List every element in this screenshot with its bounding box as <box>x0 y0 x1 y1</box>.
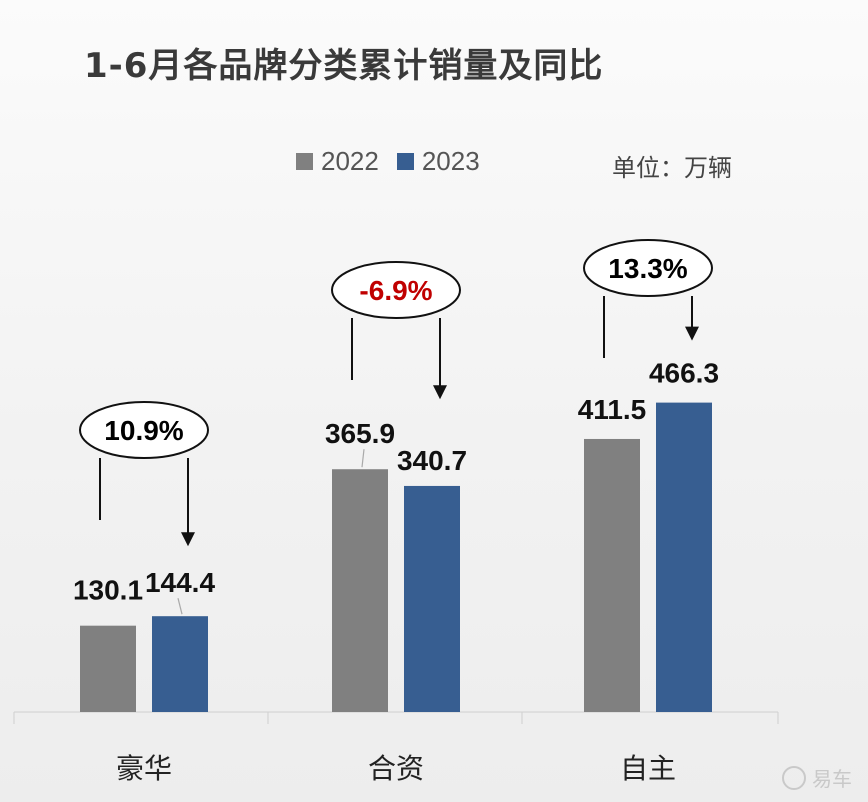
yoy-label: -6.9% <box>359 275 432 306</box>
watermark: 易车 <box>782 763 852 792</box>
value-label: 466.3 <box>649 358 719 389</box>
chart-title: 1-6月各品牌分类累计销量及同比 <box>84 46 604 86</box>
category-label: 豪华 <box>116 752 172 785</box>
yoy-bubble <box>79 401 209 459</box>
watermark-text: 易车 <box>812 767 852 791</box>
legend-swatch-2023 <box>396 153 414 170</box>
bar-2023-0 <box>152 616 208 712</box>
value-label: 130.1 <box>73 575 143 606</box>
bar-2022-1 <box>332 469 388 712</box>
legend-item-2023: 2023 <box>396 146 480 177</box>
value-label: 144.4 <box>145 567 215 598</box>
yoy-bubble <box>583 239 713 297</box>
category-label: 合资 <box>368 752 424 785</box>
watermark-logo-icon <box>782 765 806 790</box>
yoy-label: 10.9% <box>104 415 183 446</box>
yoy-arrow-head <box>685 326 699 341</box>
bar-2022-0 <box>80 625 136 712</box>
yoy-label: 13.3% <box>608 253 687 284</box>
bar-2023-2 <box>656 402 712 712</box>
legend: 2022 2023 <box>296 146 498 177</box>
value-label: 411.5 <box>578 394 647 425</box>
value-label: 365.9 <box>325 418 395 449</box>
value-label: 340.7 <box>397 445 467 476</box>
category-label: 自主 <box>620 752 676 785</box>
label-leader-line <box>361 449 365 468</box>
yoy-bubble <box>331 261 461 319</box>
label-leader-line <box>177 598 183 615</box>
bar-2022-2 <box>584 438 640 712</box>
yoy-arrow-head <box>181 532 195 547</box>
legend-label-2023: 2023 <box>421 146 480 176</box>
bar-2023-1 <box>404 485 460 712</box>
legend-item-2022: 2022 <box>296 146 379 177</box>
yoy-arrow-head <box>433 385 447 400</box>
legend-swatch-2022 <box>296 153 313 170</box>
unit-label: 单位：万辆 <box>612 154 732 182</box>
legend-label-2022: 2022 <box>321 146 379 176</box>
